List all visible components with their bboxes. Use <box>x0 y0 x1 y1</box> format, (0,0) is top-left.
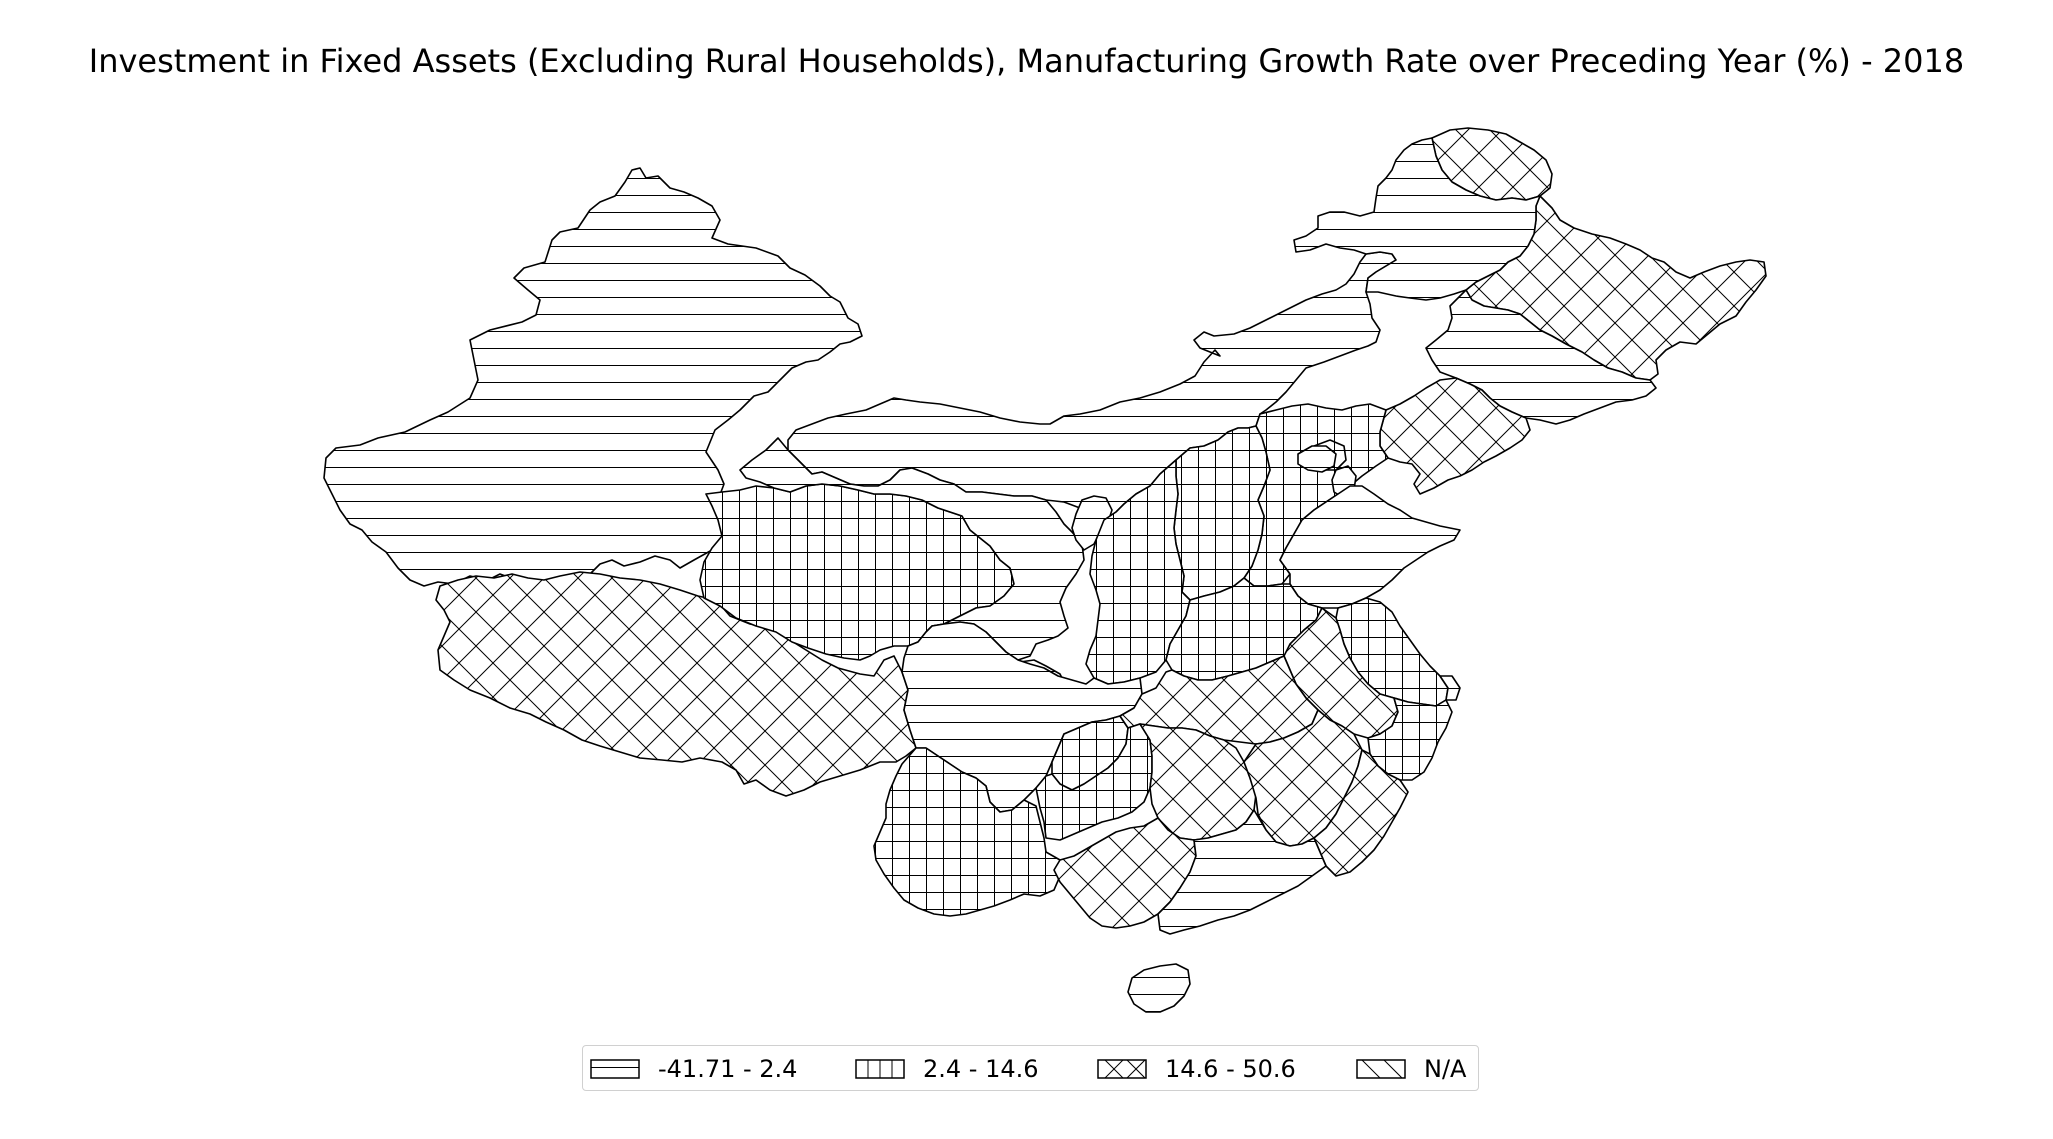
legend-label-mid: 2.4 - 14.6 <box>923 1055 1039 1083</box>
legend-label-na: N/A <box>1424 1055 1467 1083</box>
region-guangdong <box>1157 809 1327 935</box>
legend-swatch-cross-icon <box>1097 1059 1147 1079</box>
legend-item-na: N/A <box>1356 1046 1466 1092</box>
region-shanghai <box>1439 675 1461 701</box>
map-title: Investment in Fixed Assets (Excluding Ru… <box>88 42 1965 80</box>
legend-item-mid: 2.4 - 14.6 <box>855 1046 1039 1092</box>
legend-swatch-grid-icon <box>855 1059 905 1079</box>
legend-label-high: 14.6 - 50.6 <box>1165 1055 1296 1083</box>
legend-swatch-diagonal-icon <box>1356 1059 1406 1079</box>
legend-item-high: 14.6 - 50.6 <box>1097 1046 1296 1092</box>
legend-swatch-horizontal-icon <box>590 1059 640 1079</box>
region-heilongjiang-west <box>1293 137 1541 301</box>
region-tibet <box>435 571 917 797</box>
legend-label-low: -41.71 - 2.4 <box>658 1055 798 1083</box>
region-beijing <box>1297 445 1337 473</box>
region-liaoning <box>1379 377 1531 495</box>
legend-item-low: -41.71 - 2.4 <box>590 1046 797 1092</box>
region-hainan <box>1127 963 1191 1013</box>
region-yunnan <box>873 747 1061 917</box>
legend: -41.71 - 2.4 2.4 - 14.6 14.6 - 50.6 N/A <box>582 1045 1479 1091</box>
